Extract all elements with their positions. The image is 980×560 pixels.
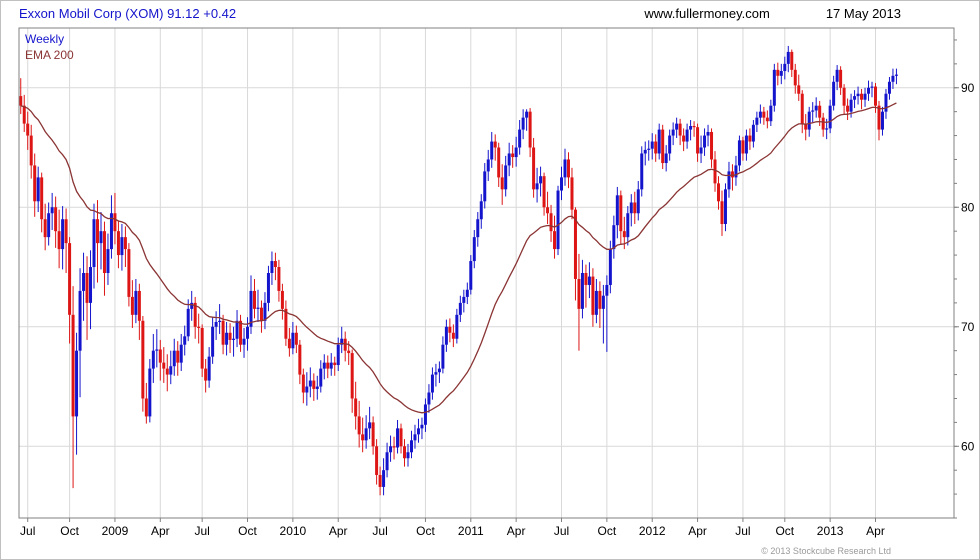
x-axis-label: Apr [688, 524, 707, 538]
x-axis-label: Apr [151, 524, 170, 538]
candles-layer [19, 45, 898, 496]
x-axis-label: 2010 [280, 524, 307, 538]
y-axis-label: 90 [961, 81, 975, 95]
x-axis-label: Jul [372, 524, 387, 538]
x-axis-label: Jul [20, 524, 35, 538]
grid-layer [19, 28, 954, 518]
ema-line [20, 102, 897, 414]
website-text: www.fullermoney.com [644, 6, 770, 21]
y-axis-label: 80 [961, 200, 975, 214]
legend-ema: EMA 200 [25, 48, 74, 62]
x-axis: Jul Oct 2009 Apr Jul Oct 2010 Apr Jul Oct 2011 Apr J… [20, 518, 885, 538]
x-axis-label: 2012 [639, 524, 666, 538]
x-axis-label: 2009 [102, 524, 129, 538]
chart-legend: Weekly EMA 200 [25, 31, 74, 63]
x-axis-label: 2013 [817, 524, 844, 538]
x-axis-label: Oct [238, 524, 257, 538]
x-axis-label: Apr [329, 524, 348, 538]
x-axis-label: Oct [60, 524, 79, 538]
x-axis-label: Oct [416, 524, 435, 538]
x-axis-label: Oct [775, 524, 794, 538]
date-text: 17 May 2013 [825, 6, 901, 21]
x-axis-label: Jul [735, 524, 750, 538]
legend-weekly: Weekly [25, 32, 65, 46]
header-right: www.fullermoney.com 17 May 2013 [644, 6, 901, 21]
copyright-text: © 2013 Stockcube Research Ltd [761, 546, 891, 556]
chart-title: Exxon Mobil Corp (XOM) 91.12 +0.42 [19, 6, 237, 21]
plot-border [18, 27, 955, 519]
x-axis-label: Apr [866, 524, 885, 538]
y-axis-label: 60 [961, 439, 975, 453]
x-axis-label: Jul [194, 524, 209, 538]
x-axis-label: Jul [554, 524, 569, 538]
y-axis-label: 70 [961, 320, 975, 334]
x-axis-label: Apr [507, 524, 526, 538]
x-axis-label: 2011 [458, 524, 484, 538]
y-axis: 60 70 80 90 [954, 39, 975, 519]
x-axis-label: Oct [598, 524, 617, 538]
